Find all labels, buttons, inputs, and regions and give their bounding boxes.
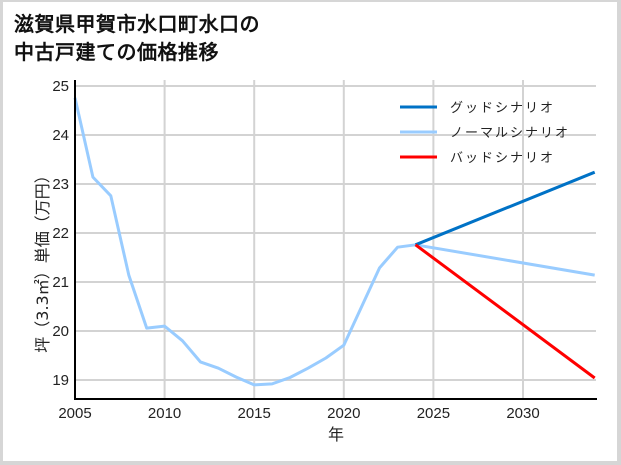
gridlines	[75, 80, 596, 399]
series-line	[414, 170, 596, 247]
y-tick-label: 21	[52, 274, 69, 291]
y-tick-label: 20	[52, 323, 69, 340]
x-tick-label: 2010	[148, 405, 181, 422]
chart-title-line-2: 中古戸建ての価格推移	[14, 40, 219, 64]
x-tick-label: 2005	[58, 405, 91, 422]
x-tick-label: 2015	[238, 405, 271, 422]
y-tick-label: 25	[52, 78, 69, 95]
series-lines	[73, 97, 596, 387]
chart-title-line-1: 滋賀県甲賀市水口町水口の	[14, 12, 260, 36]
legend-label: ノーマルシナリオ	[450, 126, 570, 141]
y-tick-label: 19	[52, 372, 69, 389]
series-line	[73, 97, 595, 387]
y-tick-label: 24	[52, 127, 69, 144]
series-line	[414, 243, 596, 380]
x-tick-label: 2025	[417, 405, 450, 422]
legend-label: グッドシナリオ	[450, 101, 555, 116]
x-axis-label: 年	[328, 425, 344, 444]
x-tick-labels: 2005 2010 2015 2020 2025 2030	[58, 405, 539, 422]
x-tick-label: 2020	[327, 405, 360, 422]
chart-title: 滋賀県甲賀市水口町水口の 中古戸建ての価格推移	[14, 10, 260, 66]
y-axis-label: 坪（3.3㎡）単価（万円）	[33, 167, 52, 352]
y-tick-label: 23	[52, 176, 69, 193]
y-tick-label: 22	[52, 225, 69, 242]
legend-label: バッドシナリオ	[450, 151, 555, 166]
y-tick-labels: 25 24 23 22 21 20 19	[52, 78, 69, 389]
x-tick-label: 2030	[506, 405, 539, 422]
